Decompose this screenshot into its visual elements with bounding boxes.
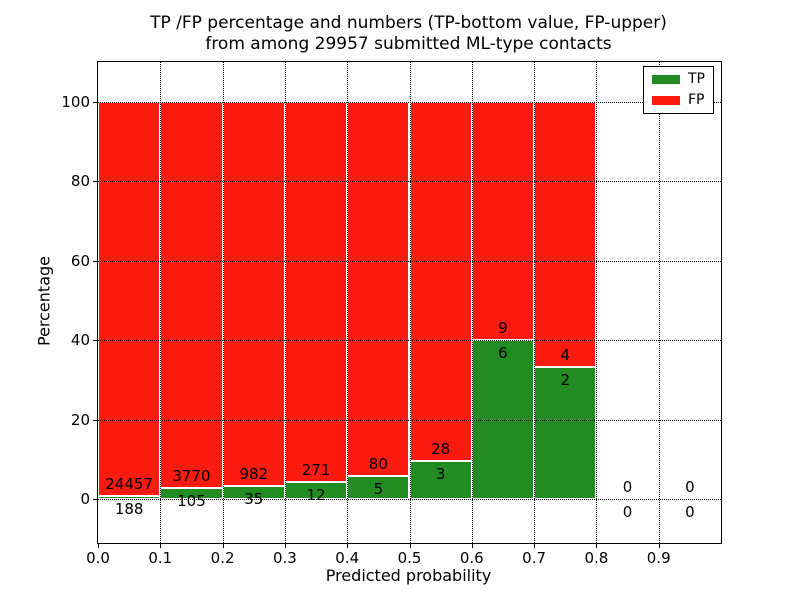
- y-tick-mark: [93, 260, 98, 262]
- x-gridline: [284, 62, 286, 543]
- x-gridline: [534, 62, 536, 543]
- x-tick-mark: [347, 543, 349, 548]
- x-gridline: [596, 62, 598, 543]
- y-gridline: [98, 499, 721, 501]
- y-axis-label: Percentage: [34, 255, 54, 347]
- fp-count-label: 80: [368, 454, 388, 473]
- x-gridline: [222, 62, 224, 543]
- x-tick-mark: [596, 543, 598, 548]
- x-tick-mark: [658, 543, 660, 548]
- fp-count-label: 0: [685, 478, 695, 497]
- tp-count-label: 188: [114, 500, 144, 519]
- tp-count-label: 6: [498, 344, 508, 363]
- y-gridline: [98, 181, 721, 183]
- x-tick-label: 0.1: [148, 549, 173, 567]
- x-gridline: [471, 62, 473, 543]
- tp-count-label: 12: [306, 486, 326, 505]
- x-tick-mark: [534, 543, 536, 548]
- chart-title-line1: TP /FP percentage and numbers (TP-bottom…: [150, 13, 667, 33]
- y-tick-label: 60: [70, 251, 90, 270]
- fp-count-label: 3770: [172, 467, 211, 486]
- y-gridline: [98, 419, 721, 421]
- fp-bar-segment: [98, 101, 161, 497]
- x-tick-mark: [160, 543, 162, 548]
- tp-count-label: 0: [622, 503, 633, 522]
- y-tick-mark: [93, 101, 98, 103]
- tp-bar-segment: [409, 460, 472, 500]
- plot-area: TP FP 24457 188 3770 105 982 35 271 12 80 5 28 3 9 6 4…: [61, 61, 722, 567]
- y-tick-label: 0: [80, 490, 90, 509]
- chart-legend: TP FP: [643, 66, 714, 114]
- tp-count-label: 35: [244, 489, 264, 508]
- fp-count-label: 0: [622, 478, 633, 497]
- fp-bar-segment: [284, 101, 348, 483]
- fp-legend-swatch: [652, 96, 680, 105]
- x-tick-label: 0.8: [584, 549, 609, 567]
- fp-count-label: 28: [431, 439, 451, 458]
- x-tick-label: 0.7: [522, 549, 547, 567]
- x-gridline: [658, 62, 660, 543]
- x-gridline: [347, 62, 349, 543]
- fp-legend-label: FP: [688, 92, 705, 108]
- fp-bar-segment: [160, 101, 223, 489]
- x-gridline: [160, 62, 162, 543]
- x-tick-mark: [409, 543, 411, 548]
- x-tick-mark: [98, 543, 99, 548]
- y-gridline: [98, 101, 721, 103]
- tp-count-label: 0: [685, 503, 695, 522]
- fp-count-label: 4: [560, 345, 571, 364]
- y-tick-mark: [93, 340, 98, 342]
- y-tick-mark: [93, 499, 98, 501]
- x-tick-label: 0.4: [335, 549, 360, 567]
- fp-bar-segment: [471, 101, 535, 341]
- x-tick-mark: [471, 543, 473, 548]
- y-tick-label: 100: [61, 92, 90, 111]
- tp-legend-swatch: [652, 75, 680, 84]
- x-axis-label: Predicted probability: [325, 566, 492, 585]
- y-tick-label: 20: [70, 410, 90, 429]
- fp-bar-segment: [409, 101, 472, 461]
- x-tick-mark: [222, 543, 224, 548]
- y-gridline: [98, 260, 721, 262]
- fp-count-label: 982: [239, 464, 269, 483]
- legend-entry-fp: FP: [652, 93, 705, 108]
- fp-bar-segment: [534, 101, 597, 367]
- y-tick-label: 40: [70, 331, 90, 350]
- tp-legend-label: TP: [688, 71, 705, 87]
- y-tick-mark: [93, 181, 98, 183]
- tp-count-label: 105: [177, 492, 206, 511]
- x-tick-label: 0.0: [86, 549, 110, 567]
- y-tick-mark: [93, 419, 98, 421]
- x-tick-label: 0.3: [272, 549, 297, 567]
- fp-bar-segment: [222, 101, 285, 486]
- tp-count-label: 2: [560, 370, 571, 389]
- tp-count-label: 3: [435, 464, 446, 483]
- y-gridline: [98, 340, 721, 342]
- x-tick-label: 0.6: [459, 549, 484, 567]
- x-tick-label: 0.9: [646, 549, 671, 567]
- x-tick-label: 0.5: [397, 549, 422, 567]
- fp-count-label: 271: [301, 461, 331, 480]
- chart-title: TP /FP percentage and numbers (TP-bottom…: [97, 13, 720, 55]
- tp-bar-segment: [98, 496, 161, 500]
- x-gridline: [409, 62, 411, 543]
- tp-bar-segment: [471, 340, 535, 500]
- x-tick-label: 0.2: [210, 549, 235, 567]
- y-tick-label: 80: [70, 172, 90, 191]
- tp-count-label: 5: [373, 479, 384, 498]
- fp-count-label: 9: [498, 319, 508, 338]
- chart-title-line2: from among 29957 submitted ML-type conta…: [205, 34, 612, 54]
- x-tick-mark: [284, 543, 286, 548]
- legend-entry-tp: TP: [652, 72, 705, 87]
- fp-count-label: 24457: [105, 475, 153, 494]
